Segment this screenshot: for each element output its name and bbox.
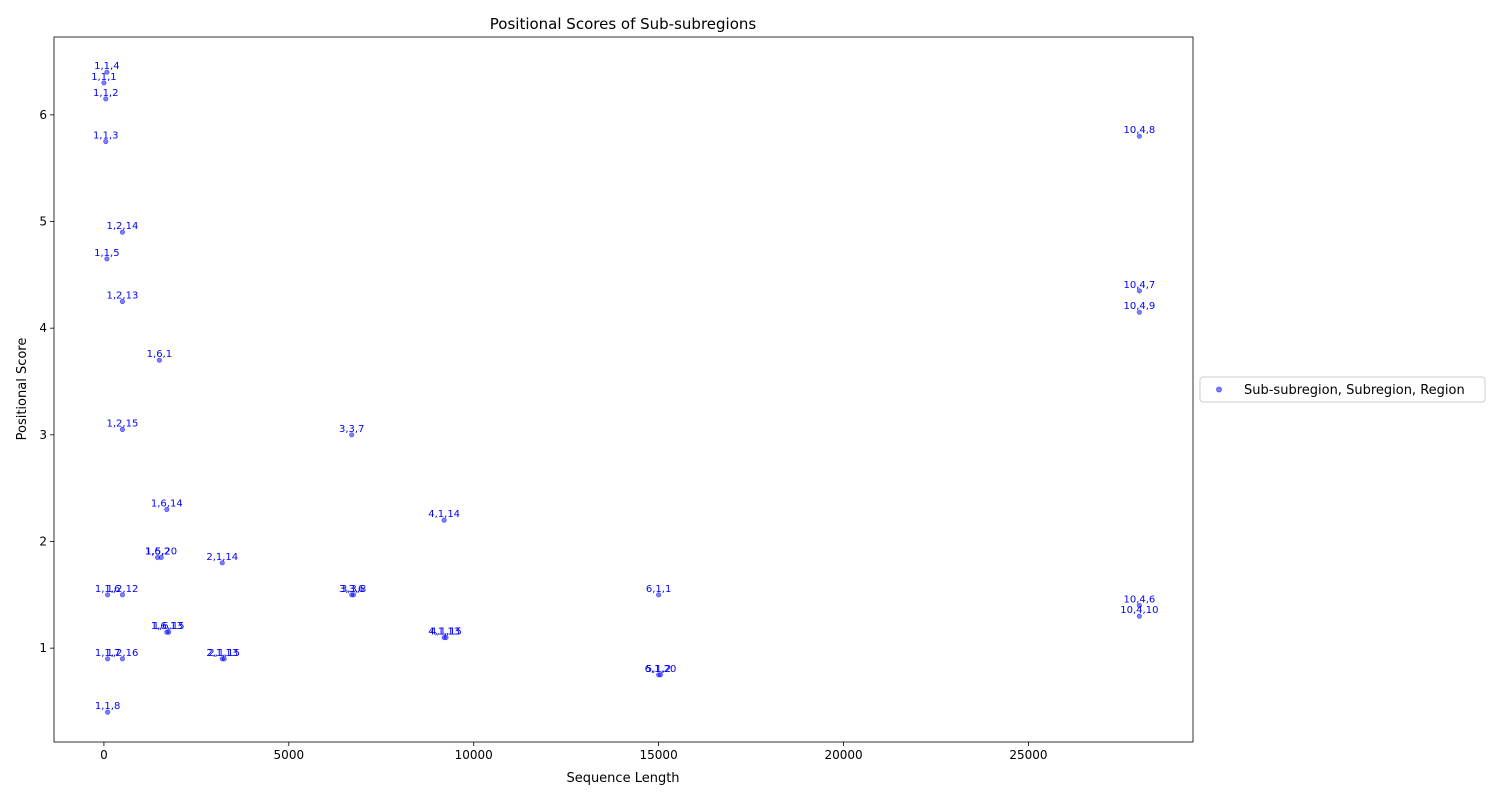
point-label: 1,1,5 xyxy=(94,248,119,259)
scatter-point xyxy=(119,298,126,305)
point-label: 1,2,12 xyxy=(107,584,139,595)
scatter-point xyxy=(105,656,111,662)
scatter-point xyxy=(156,357,162,363)
scatter-point xyxy=(443,634,449,641)
scatter-point xyxy=(103,96,109,102)
point-label: 1,1,8 xyxy=(95,701,120,712)
scatter-point xyxy=(441,517,447,523)
point-label: 3,3,8 xyxy=(341,584,366,595)
point-label: 4,1,14 xyxy=(428,509,460,520)
scatter-point xyxy=(103,138,109,145)
point-label: 10,4,7 xyxy=(1123,280,1155,291)
point-label: 4,1,13 xyxy=(428,626,460,637)
y-tick-label: 1 xyxy=(39,641,47,655)
x-tick-label: 5000 xyxy=(274,748,305,762)
y-tick-label: 5 xyxy=(39,215,47,229)
legend: Sub-subregion, Subregion, Region xyxy=(1199,376,1486,403)
point-label: 1,2,14 xyxy=(107,221,139,232)
point-label: 1,6,2 xyxy=(145,546,170,557)
x-tick-label: 0 xyxy=(100,748,108,762)
point-label: 2,1,15 xyxy=(208,648,240,659)
scatter-point xyxy=(119,426,126,433)
point-label: 1,6,14 xyxy=(151,498,183,509)
scatter-point xyxy=(1136,613,1142,619)
scatter-point xyxy=(657,672,664,678)
legend-marker xyxy=(1216,386,1223,393)
x-tick-label: 20000 xyxy=(824,748,862,762)
scatter-point xyxy=(119,656,126,662)
chart-title: Positional Scores of Sub-subregions xyxy=(490,15,757,33)
scatter-point xyxy=(1136,133,1142,139)
scatter-point xyxy=(1136,602,1142,609)
point-label: 1,2,16 xyxy=(107,648,139,659)
point-label: 1,1,3 xyxy=(93,131,118,142)
scatter-point xyxy=(158,554,164,561)
x-tick-label: 25000 xyxy=(1009,748,1047,762)
scatter-point xyxy=(119,229,126,235)
x-axis-label: Sequence Length xyxy=(566,771,679,786)
point-label: 3,3,7 xyxy=(339,424,364,435)
y-tick-label: 6 xyxy=(39,108,47,122)
axes: 0 5000 10000 15000 20000 25000 1 2 3 4 5 6 xyxy=(39,36,1194,762)
scatter-point xyxy=(104,69,110,75)
point-label: 10,4,10 xyxy=(1120,605,1158,616)
point-label: 4,1,15 xyxy=(430,626,462,637)
x-tick-label: 15000 xyxy=(640,748,678,762)
scatter-point xyxy=(656,592,662,598)
point-label: 1,6,15 xyxy=(153,621,185,632)
scatter-point xyxy=(164,506,170,513)
scatter-point xyxy=(221,656,227,662)
y-tick-label: 3 xyxy=(39,428,47,442)
point-label: 10,4,8 xyxy=(1123,125,1155,136)
point-label: 1,2,15 xyxy=(107,418,139,429)
x-tick-label: 10000 xyxy=(455,748,493,762)
scatter-point xyxy=(350,592,357,598)
plot-frame xyxy=(53,36,1194,743)
point-label: 1,5,20 xyxy=(145,546,177,557)
point-label: 10,4,9 xyxy=(1123,301,1155,312)
point-label: 6,1,20 xyxy=(645,664,677,675)
y-axis-label: Positional Score xyxy=(15,338,30,441)
point-label: 2,1,14 xyxy=(206,552,238,563)
scatter-point xyxy=(1136,309,1142,315)
scatter-point xyxy=(105,592,111,598)
legend-box xyxy=(1199,376,1486,403)
scatter-point xyxy=(104,256,110,262)
scatter-point xyxy=(219,560,225,566)
point-label: 1,6,13 xyxy=(151,621,183,632)
point-label: 1,1,6 xyxy=(95,584,120,595)
point-label: 3,3,6 xyxy=(339,584,364,595)
point-label: 1,1,7 xyxy=(95,648,120,659)
y-tick-label: 2 xyxy=(39,534,47,548)
scatter-point xyxy=(166,629,172,635)
scatter-point xyxy=(119,592,126,598)
scatter-point xyxy=(349,432,355,438)
point-label: 1,1,4 xyxy=(94,61,119,72)
point-label: 1,2,13 xyxy=(107,291,139,302)
scatter-point xyxy=(1136,288,1142,294)
point-label: 1,1,2 xyxy=(93,88,118,99)
scatter-point xyxy=(105,709,111,715)
point-label: 10,4,6 xyxy=(1123,594,1155,605)
point-label: 2,1,13 xyxy=(206,648,238,659)
scatter-point xyxy=(101,80,107,86)
point-label: 1,1,1 xyxy=(91,72,116,83)
legend-entry-label: Sub-subregion, Subregion, Region xyxy=(1244,383,1465,398)
y-tick-label: 4 xyxy=(39,321,47,335)
plot-marks: 1,1,41,1,1 1,1,2 1,1,3 10,4,8 1,2,14 1,1,5 10,… xyxy=(91,61,1158,715)
point-label: 5,1,2 xyxy=(646,664,671,675)
point-label: 1,6,1 xyxy=(147,349,172,360)
point-label: 6,1,1 xyxy=(646,584,671,595)
